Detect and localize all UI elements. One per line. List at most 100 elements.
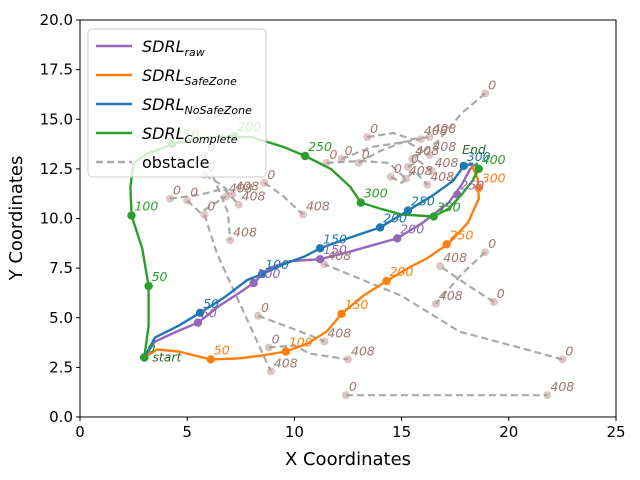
series-marker bbox=[382, 276, 391, 286]
series-marker bbox=[459, 161, 468, 171]
series-marker bbox=[403, 206, 413, 215]
series-marker bbox=[195, 308, 205, 317]
series-marker bbox=[429, 212, 438, 221]
series-marker-label: 150 bbox=[323, 231, 347, 246]
series-marker-label: 300 bbox=[364, 186, 388, 201]
obstacle-track bbox=[435, 251, 486, 305]
y-tick-label: 0.0 bbox=[49, 408, 73, 426]
x-tick-label: 25 bbox=[606, 423, 625, 441]
obstacle-track bbox=[268, 344, 349, 361]
obstacle-start-marker bbox=[264, 343, 273, 352]
start-label: start bbox=[152, 349, 182, 364]
obstacle-end-marker bbox=[344, 355, 352, 364]
series-line bbox=[129, 135, 480, 359]
obstacle-track bbox=[411, 92, 486, 160]
series-marker bbox=[249, 278, 258, 288]
series-marker-label: 100 bbox=[265, 257, 289, 272]
series-marker-label: 250 bbox=[308, 139, 332, 154]
obstacle-end-label: 408 bbox=[430, 169, 454, 184]
obstacle-end-label: 408 bbox=[443, 250, 467, 265]
y-tick-label: 15.0 bbox=[40, 110, 73, 128]
obstacle-start-marker bbox=[481, 89, 490, 98]
obstacle-start-label: 0 bbox=[261, 300, 269, 315]
obstacle-end-marker bbox=[221, 192, 230, 201]
y-tick-label: 20.0 bbox=[40, 11, 73, 29]
series-marker-label: 400 bbox=[482, 152, 506, 167]
obstacle-start-marker bbox=[481, 248, 490, 257]
obstacle-track bbox=[203, 154, 232, 241]
series-marker bbox=[315, 244, 325, 253]
legend-label: SDRLComplete bbox=[142, 124, 238, 146]
obstacle-start-marker bbox=[489, 297, 498, 306]
x-tick-label: 10 bbox=[285, 423, 304, 441]
obstacle-end-label: 408 bbox=[432, 121, 456, 136]
legend-label: SDRLNoSafeZone bbox=[142, 95, 252, 117]
obstacle-start-label: 0 bbox=[411, 151, 419, 166]
obstacle-end-marker bbox=[298, 210, 307, 219]
obstacle-track bbox=[203, 214, 272, 372]
obstacle-track bbox=[169, 187, 240, 206]
obstacle-start-label: 0 bbox=[190, 185, 198, 200]
series-marker-label: 200 bbox=[390, 264, 414, 279]
obstacle-end-marker bbox=[425, 133, 434, 142]
obstacle-end-marker bbox=[320, 337, 329, 346]
obstacle-start-marker bbox=[200, 210, 209, 219]
series-marker-label: 300 bbox=[482, 171, 506, 186]
obstacle-start-marker bbox=[354, 158, 363, 167]
x-tick-label: 0 bbox=[75, 423, 85, 441]
obstacle-track bbox=[203, 173, 233, 196]
obstacle-end-marker bbox=[234, 200, 243, 209]
obstacle-end-marker bbox=[266, 367, 275, 376]
legend-label-base: SDRL bbox=[142, 124, 185, 143]
obstacle-end-label: 408 bbox=[306, 199, 330, 214]
obstacle-end-label: 408 bbox=[229, 181, 253, 196]
obstacle-end-marker bbox=[226, 236, 235, 245]
obstacle-start-label: 0 bbox=[207, 199, 215, 214]
obstacle-start-label: 0 bbox=[272, 332, 280, 347]
series-marker bbox=[258, 269, 267, 279]
obstacle-track bbox=[323, 263, 563, 361]
obstacle-track bbox=[341, 138, 422, 160]
obstacle-start-label: 0 bbox=[349, 379, 357, 394]
obstacle-track bbox=[257, 314, 325, 343]
obstacle-end-marker bbox=[425, 150, 434, 159]
series-marker bbox=[337, 309, 346, 318]
series-marker bbox=[300, 151, 310, 161]
obstacle-track bbox=[358, 139, 431, 164]
series-marker-label: 100 bbox=[257, 266, 281, 281]
series-marker bbox=[193, 318, 203, 327]
obstacle-start-label: 0 bbox=[173, 183, 181, 198]
obstacle-end-label: 408 bbox=[424, 123, 448, 138]
series-marker bbox=[206, 355, 215, 364]
y-tick-label: 2.5 bbox=[49, 358, 73, 376]
series-marker-label: 100 bbox=[134, 199, 158, 214]
obstacle-end-marker bbox=[408, 154, 417, 163]
obstacle-end-label: 408 bbox=[415, 143, 439, 158]
obstacle-start-marker bbox=[386, 172, 395, 181]
legend-label-base: obstacle bbox=[142, 153, 209, 172]
series-line bbox=[143, 161, 480, 361]
end-label: End bbox=[462, 142, 486, 157]
obstacle-layer bbox=[166, 89, 567, 400]
series-marker-label: 200 bbox=[383, 210, 407, 225]
obstacle-start-label: 0 bbox=[330, 147, 338, 162]
obstacle-start-label: 0 bbox=[394, 161, 402, 176]
obstacle-track bbox=[186, 195, 227, 214]
obstacle-start-marker bbox=[337, 154, 346, 163]
x-tick-label: 20 bbox=[499, 423, 518, 441]
obstacle-start-marker bbox=[558, 355, 567, 364]
series-marker bbox=[315, 254, 325, 264]
obstacle-end-label: 408 bbox=[235, 179, 259, 194]
obstacle-start-label: 0 bbox=[362, 147, 370, 162]
legend-label-base: SDRL bbox=[142, 37, 185, 56]
legend-box bbox=[87, 28, 267, 178]
legend-label-subscript: NoSafeZone bbox=[185, 104, 253, 117]
series-marker bbox=[375, 223, 385, 232]
obstacle-start-label: 0 bbox=[488, 236, 496, 251]
obstacle-end-label: 408 bbox=[327, 248, 351, 263]
series-marker-label: 0 bbox=[147, 340, 155, 355]
y-tick-label: 17.5 bbox=[40, 61, 73, 79]
y-tick-label: 10.0 bbox=[40, 210, 73, 228]
obstacle-end-label: 408 bbox=[233, 224, 257, 239]
